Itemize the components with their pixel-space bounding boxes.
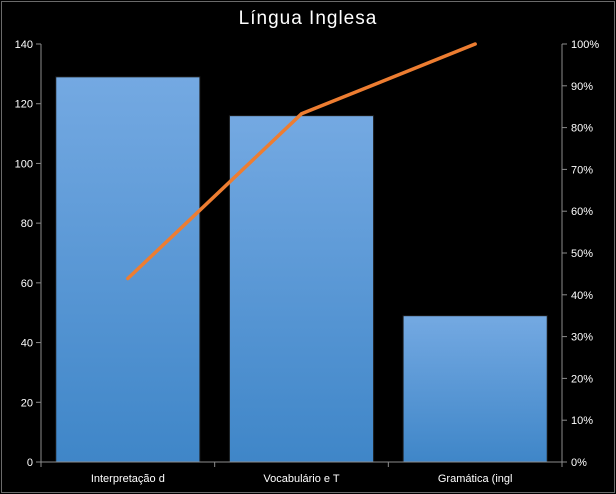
y2-tick-label-3: 30% (571, 332, 593, 344)
y2-tick-label-2: 20% (571, 373, 593, 385)
y2-tick-label-5: 50% (571, 248, 593, 260)
bar-0 (55, 76, 201, 463)
bar-1 (228, 115, 375, 463)
y-tick-label-4: 80 (21, 218, 33, 230)
y-tick-label-2: 40 (21, 338, 33, 350)
y-tick-label-3: 60 (21, 278, 33, 290)
y2-tick-label-9: 90% (571, 81, 593, 93)
cumulative-line-layer (126, 42, 477, 281)
bars-layer (55, 76, 548, 463)
y-tick-label-0: 0 (27, 457, 33, 469)
x-category-label-0: Interpretação d (91, 473, 165, 485)
y-tick-label-7: 140 (15, 39, 33, 51)
y2-tick-label-0: 0% (571, 457, 587, 469)
y-tick-label-1: 20 (21, 397, 33, 409)
chart-title: Língua Inglesa (238, 8, 378, 29)
y2-tick-label-6: 60% (571, 206, 593, 218)
y2-tick-label-10: 100% (571, 39, 599, 51)
x-category-label-2: Gramática (ingl (438, 473, 513, 485)
axes-layer (36, 43, 567, 467)
y-tick-label-5: 100 (15, 158, 33, 170)
y2-tick-label-7: 70% (571, 164, 593, 176)
x-category-label-1: Vocabulário e T (263, 473, 340, 485)
y2-tick-label-8: 80% (571, 123, 593, 135)
labels-layer: 0 20 40 60 80 100 120 140 0% 10% 20% 30% 40% 50% 60% 70… (15, 39, 600, 485)
y-tick-label-6: 120 (15, 99, 33, 111)
bar-2 (402, 315, 548, 463)
y2-tick-label-1: 10% (571, 415, 593, 427)
cumulative-line (126, 42, 477, 281)
y2-tick-label-4: 40% (571, 290, 593, 302)
